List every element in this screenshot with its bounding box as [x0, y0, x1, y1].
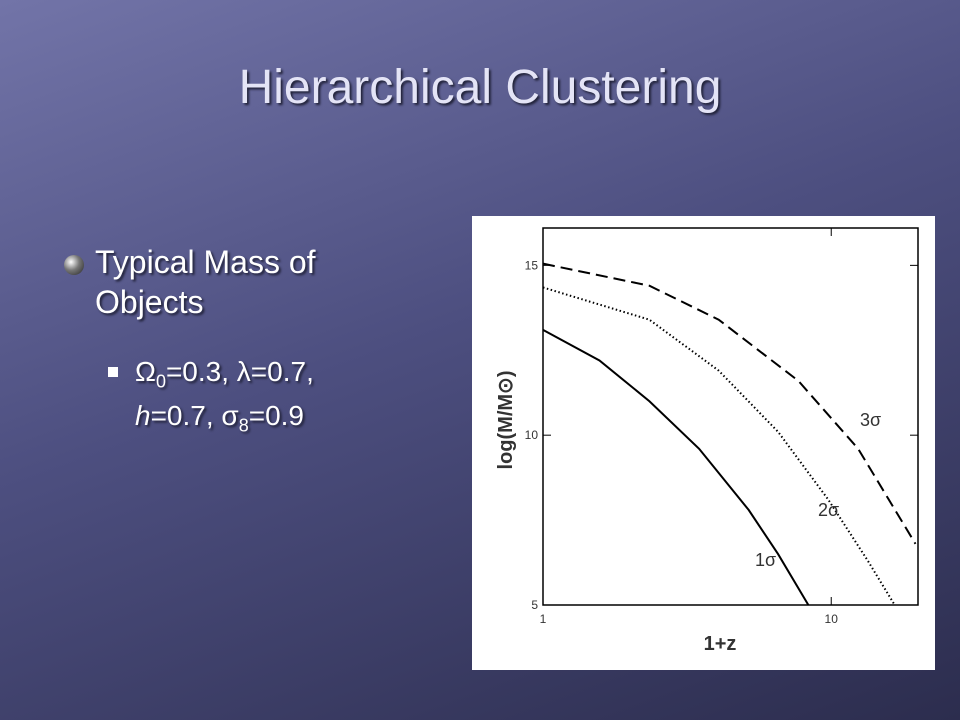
x-tick-label: 1 — [540, 612, 547, 626]
slide-title: Hierarchical Clustering — [238, 61, 722, 114]
subscript: 8 — [238, 415, 249, 436]
bullet-icon — [64, 255, 84, 275]
subscript: 0 — [155, 371, 166, 392]
y-tick-label: 15 — [525, 258, 539, 272]
series-label: 3σ — [860, 410, 881, 430]
y-axis-label: log(M/M⊙) — [495, 371, 517, 470]
text: =0.7, σ — [150, 399, 239, 431]
series-label: 1σ — [755, 550, 776, 570]
text: =0.9 — [248, 399, 304, 431]
y-tick-label: 5 — [531, 598, 538, 612]
x-tick-label: 10 — [825, 612, 839, 626]
y-tick-label: 10 — [525, 428, 539, 442]
series-line — [542, 329, 810, 606]
bullet-text: Typical Mass of Objects — [95, 244, 316, 320]
text: =0.3, λ=0.7, — [165, 356, 314, 387]
x-axis-label: 1+z — [704, 633, 737, 655]
sub-bullet-icon — [108, 367, 118, 377]
series-line — [542, 262, 917, 545]
text: h — [135, 399, 151, 431]
sub-bullet-text: Ω0=0.3, λ=0.7, h=0.7, σ8=0.9 — [135, 355, 435, 442]
series-label: 2σ — [818, 500, 839, 520]
chart-panel — [472, 216, 935, 670]
plot-frame — [542, 227, 919, 606]
text: Ω — [135, 356, 156, 387]
